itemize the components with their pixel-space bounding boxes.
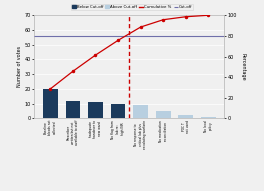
Bar [133,105,148,118]
Bar [65,101,80,118]
Legend: Below Cut-off, Above Cut-off, Cumulative %, Cut-off: Below Cut-off, Above Cut-off, Cumulative… [70,4,194,10]
Bar [111,104,125,118]
Bar [88,102,103,118]
Bar [178,116,193,118]
Bar [201,117,216,118]
Bar [43,89,58,118]
Y-axis label: Number of votes: Number of votes [17,46,22,87]
Bar [156,111,171,118]
Y-axis label: Percentage: Percentage [240,53,245,81]
